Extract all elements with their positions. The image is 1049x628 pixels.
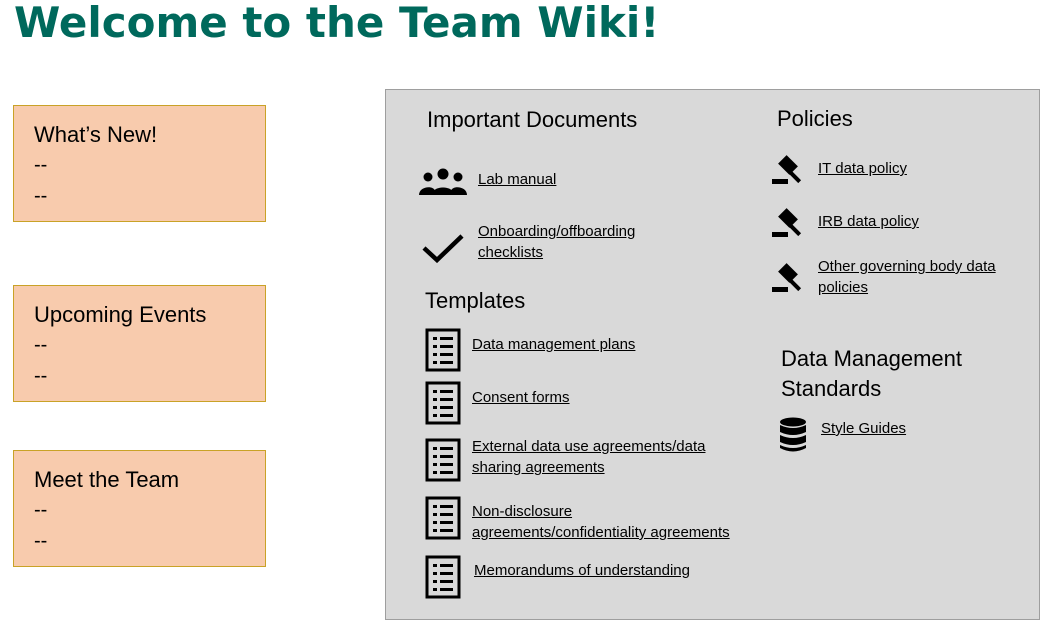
people-group-icon [419, 168, 467, 195]
gavel-icon [772, 263, 802, 292]
consent-forms-link[interactable]: Consent forms [472, 389, 570, 406]
card-meet-the-team[interactable]: Meet the Team -- -- [13, 450, 266, 567]
card-line: -- [34, 154, 48, 176]
it-data-policy-link[interactable]: IT data policy [818, 160, 907, 177]
irb-data-policy-link[interactable]: IRB data policy [818, 213, 919, 230]
card-whats-new[interactable]: What’s New! -- -- [13, 105, 266, 222]
data-management-plans-link[interactable]: Data management plans [472, 336, 636, 353]
card-title: Meet the Team [34, 467, 180, 492]
external-data-use-agreements-link[interactable]: External data use agreements/data [472, 438, 706, 455]
external-data-use-agreements-link-line2[interactable]: sharing agreements [472, 459, 605, 476]
page-title: Welcome to the Team Wiki! [14, 0, 660, 47]
resources-panel: Important Documents Lab manual Onboardin… [385, 89, 1040, 620]
other-governing-body-policies-link[interactable]: Other governing body data [818, 258, 996, 275]
onboarding-checklists-link-line2[interactable]: checklists [478, 244, 544, 261]
onboarding-checklists-link[interactable]: Onboarding/offboarding [478, 223, 636, 240]
non-disclosure-agreements-link[interactable]: Non-disclosure [472, 503, 573, 520]
style-guides-link[interactable]: Style Guides [821, 420, 907, 437]
gavel-icon [772, 208, 802, 237]
card-line: -- [34, 185, 48, 207]
document-list-icon [425, 328, 461, 372]
data-management-standards-heading: Data Management [781, 346, 962, 371]
document-list-icon [425, 381, 461, 425]
non-disclosure-agreements-link-line2[interactable]: agreements/confidentiality agreements [472, 524, 730, 541]
other-governing-body-policies-link-line2[interactable]: policies [818, 279, 869, 296]
card-title: What’s New! [34, 122, 158, 147]
templates-heading: Templates [425, 288, 526, 313]
lab-manual-link[interactable]: Lab manual [478, 171, 557, 188]
database-icon [780, 417, 806, 452]
important-documents-heading: Important Documents [427, 107, 638, 132]
checkmark-icon [422, 234, 464, 263]
document-list-icon [425, 438, 461, 482]
card-line: -- [34, 499, 48, 521]
policies-heading: Policies [777, 106, 853, 131]
document-list-icon [425, 496, 461, 540]
card-upcoming-events[interactable]: Upcoming Events -- -- [13, 285, 266, 402]
card-line: -- [34, 365, 48, 387]
card-line: -- [34, 334, 48, 356]
data-management-standards-heading-line2: Standards [781, 376, 882, 401]
gavel-icon [772, 155, 802, 184]
memorandums-of-understanding-link[interactable]: Memorandums of understanding [474, 562, 690, 579]
card-title: Upcoming Events [34, 302, 207, 327]
document-list-icon [425, 555, 461, 599]
card-line: -- [34, 530, 48, 552]
